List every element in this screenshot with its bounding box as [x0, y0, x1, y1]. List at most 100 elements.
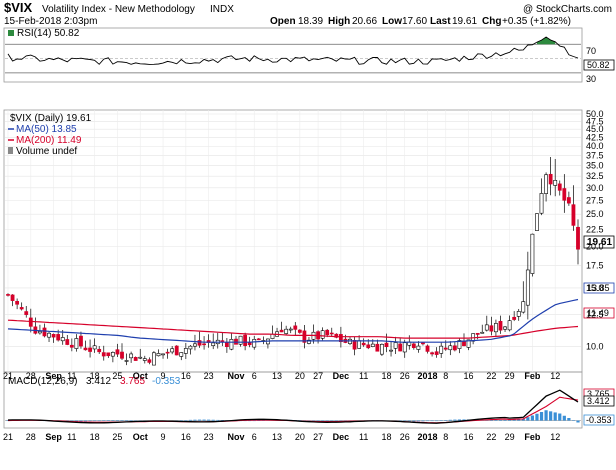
candle-body [452, 345, 457, 351]
candle-body [106, 352, 111, 357]
price-panel [6, 156, 580, 366]
price-panel-frame [3, 109, 583, 373]
x-tick-label: 2018 [418, 432, 438, 442]
rsi-badge-text: 50.82 [587, 60, 610, 70]
candle-body [576, 226, 580, 250]
candle-body [338, 334, 343, 343]
candle-body [174, 345, 179, 356]
x-tick-label: 6 [252, 432, 257, 442]
candle-body [15, 300, 20, 305]
x-tick-label: 22 [486, 371, 496, 381]
macd-histogram-bar [74, 420, 78, 422]
candle-body [357, 340, 362, 349]
candle-body [133, 357, 138, 361]
candle-body [548, 173, 553, 185]
ma50-line [7, 298, 579, 343]
candle-body [334, 333, 339, 338]
x-tick-label: Sep [45, 432, 62, 442]
rsi-swatch [8, 30, 14, 36]
legend-volume-swatch [8, 147, 13, 154]
macd-histogram-bar [188, 419, 192, 421]
macd-histogram-bar [576, 420, 580, 423]
candle-body [10, 294, 15, 301]
candle-body [421, 342, 425, 345]
candle-body [361, 342, 366, 346]
price-tick-label: 10.0 [586, 342, 604, 352]
macd-histogram-bar [562, 415, 566, 421]
candle-body [51, 333, 56, 338]
price-tick-label: 12.5 [586, 309, 604, 319]
rsi-axis: 70 30 [586, 46, 596, 84]
candle-body [284, 328, 289, 334]
candle-body [211, 342, 216, 346]
macd-histogram-bar [530, 415, 534, 421]
candle-body [557, 183, 562, 191]
price-tick-label: 27.5 [586, 195, 604, 205]
x-tick-label: Feb [524, 371, 541, 381]
candle-body [448, 345, 453, 351]
macd-signal-badge-text: 3.765 [587, 389, 610, 399]
candle-body [375, 343, 380, 352]
macd-hist-badge-text: -0.353 [586, 415, 612, 425]
x-tick-label: 29 [505, 371, 515, 381]
macd-histogram-bar [207, 419, 211, 421]
x-tick-label: 9 [161, 371, 166, 381]
index-name: Volatility Index - New Methodology [42, 4, 195, 15]
candle-body [302, 330, 307, 343]
candle-body [293, 325, 298, 330]
candle-body [443, 347, 448, 350]
header: $VIX Volatility Index - New Methodology … [4, 0, 612, 27]
copyright: @ StockCharts.com [523, 4, 612, 15]
candle-body [92, 345, 97, 350]
macd-histogram-bar [97, 420, 101, 422]
last-price-badge-text: 19.61 [587, 237, 612, 248]
macd-histogram-bar [517, 419, 521, 421]
x-axis-bottom: 21 28 Sep 11 18 25 Oct 9 16 23 Nov 6 13 20 27 Dec 11 18 26… [3, 432, 560, 442]
candle-body [530, 233, 535, 274]
candle-body [430, 352, 434, 355]
rsi-panel [5, 36, 581, 74]
macd-histogram-bar [88, 420, 92, 422]
x-tick-label: 25 [112, 371, 122, 381]
macd-histogram-bar [325, 420, 329, 422]
candle-body [466, 339, 471, 348]
x-tick-label: 9 [161, 432, 166, 442]
candle-body [503, 326, 507, 330]
candle-body [138, 356, 143, 359]
low-label: Low [382, 16, 402, 27]
candle-body [480, 331, 485, 334]
macd-histogram-bar [425, 420, 430, 422]
price-tick-label: 30.0 [586, 183, 604, 193]
candle-body [83, 347, 88, 351]
macd-histogram-bar [398, 420, 402, 422]
candle-body [380, 343, 384, 355]
candle-body [370, 343, 375, 347]
macd-histogram-bar [567, 418, 571, 421]
price-tick-label: 50.0 [586, 109, 604, 119]
grid [5, 110, 581, 372]
x-tick-label: Dec [333, 432, 350, 442]
x-axis-middle: 21 28 Sep 11 18 25 Oct 9 16 23 Nov 6 13 20 27 Dec 11 18 26… [3, 371, 560, 381]
legend-ma50: MA(50) 13.85 [16, 124, 77, 135]
candle-body [252, 339, 257, 348]
candle-body [238, 335, 243, 345]
ma200-badge-text: 11.49 [587, 308, 609, 318]
candle-body [19, 307, 24, 310]
ma50-badge-text: 13.85 [587, 283, 610, 293]
candle-body [38, 331, 42, 334]
macd-histogram-bar [526, 417, 530, 421]
x-tick-label: 20 [295, 432, 305, 442]
low-value: 17.60 [402, 16, 427, 27]
candle-body [425, 345, 430, 352]
price-tick-label: 40.0 [586, 141, 604, 151]
last-price-badge: 19.61 [583, 235, 615, 249]
candle-body [142, 358, 147, 361]
x-tick-label: 16 [464, 371, 474, 381]
candle-body [115, 349, 120, 355]
macd-histogram-bar [252, 420, 256, 422]
legend-volume: Volume undef [16, 146, 77, 157]
macd-histogram-bar [448, 419, 452, 421]
macd-histogram-bar [539, 411, 544, 421]
x-tick-label: 26 [400, 432, 410, 442]
candle-body [366, 344, 371, 349]
